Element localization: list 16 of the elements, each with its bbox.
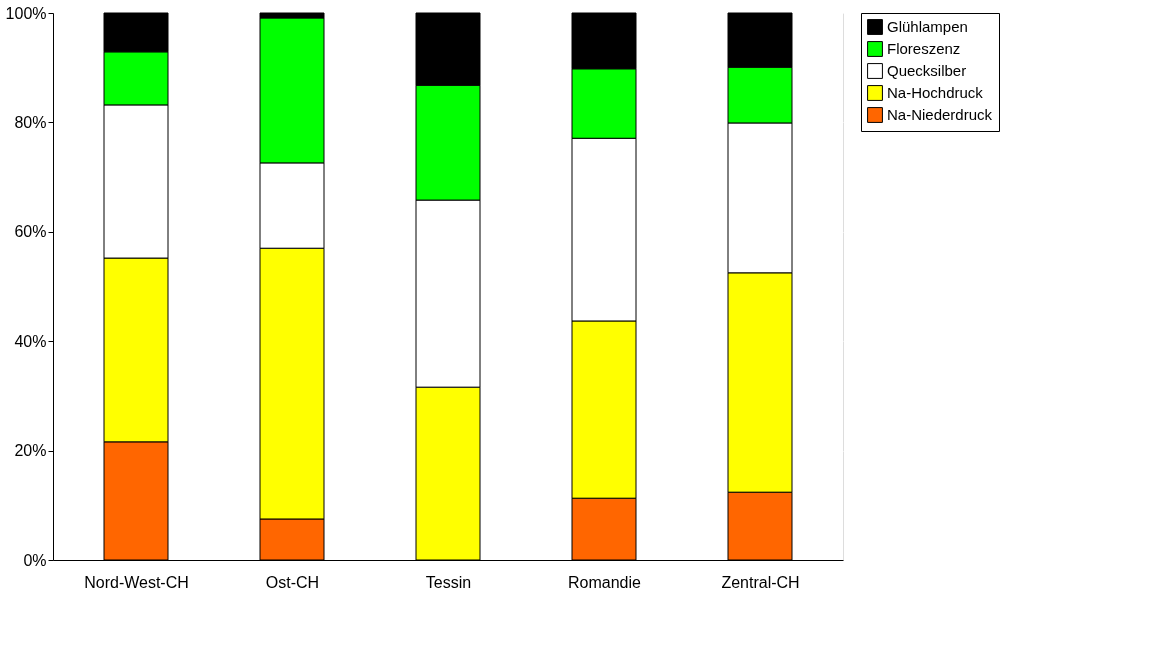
x-tick-label: Nord-West-CH bbox=[84, 573, 189, 591]
y-tick-label: 40% bbox=[14, 332, 47, 350]
x-tick-label: Tessin bbox=[425, 573, 472, 591]
x-tick-label: Zentral-CH bbox=[721, 573, 800, 591]
y-tick-label: 100% bbox=[5, 4, 47, 22]
x-tick-label: Ost-CH bbox=[265, 573, 320, 591]
legend-label: Na-Niederdruck bbox=[887, 106, 993, 123]
x-tick-label: Romandie bbox=[568, 573, 642, 591]
y-tick-label: 80% bbox=[14, 113, 47, 131]
y-tick-label: 0% bbox=[23, 551, 47, 569]
legend-label: Quecksilber bbox=[887, 62, 967, 79]
y-tick-label: 60% bbox=[14, 223, 47, 241]
legend-label: Glühlampen bbox=[887, 18, 968, 35]
legend-label: Na-Hochdruck bbox=[887, 84, 984, 101]
legend-label: Floreszenz bbox=[887, 40, 961, 57]
y-tick-label: 20% bbox=[14, 442, 47, 460]
